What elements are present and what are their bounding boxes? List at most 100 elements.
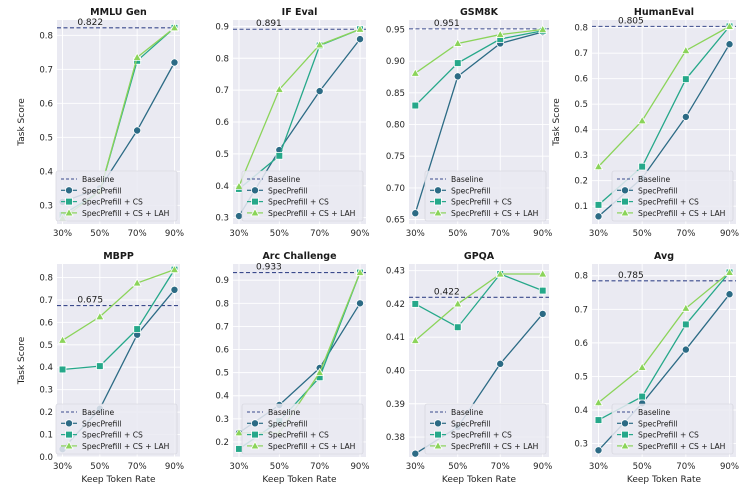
data-point [132, 52, 142, 61]
y-tick-label: 0.7 [215, 86, 229, 96]
x-tick-label: 50% [633, 462, 652, 472]
x-tick-label: 30% [53, 462, 72, 472]
legend-box [241, 403, 364, 455]
legend-box [241, 170, 364, 222]
legend-entry-label: SpecPrefill + CS + LAH [451, 442, 538, 451]
legend-swatch-marker [433, 207, 443, 217]
y-tick-label: 0.4 [574, 126, 588, 136]
data-point [234, 181, 244, 190]
data-point [538, 309, 547, 318]
y-tick-label: 0.6 [215, 346, 229, 356]
legend-box [424, 403, 547, 455]
legend-swatch-marker [621, 197, 629, 206]
y-tick-label: 0.8 [574, 24, 588, 34]
x-tick-label: 30% [589, 462, 608, 472]
legend-swatch-marker [621, 186, 630, 195]
legend-swatch-marker [433, 440, 443, 450]
data-point [453, 323, 462, 332]
data-point [594, 446, 603, 455]
data-point [234, 427, 244, 437]
y-tick-label: 0.1 [39, 431, 53, 441]
y-tick-label: 0.6 [215, 118, 229, 128]
legend-swatch-marker [620, 440, 630, 450]
data-point [411, 449, 420, 458]
data-point [638, 392, 646, 401]
x-tick-label: 90% [165, 462, 184, 472]
y-tick-label: 0.6 [39, 99, 53, 109]
legend-entry-label: SpecPrefill + CS [451, 198, 512, 207]
x-tick-label: 50% [270, 229, 289, 239]
x-tick-label: 50% [90, 462, 109, 472]
y-tick-label: 0.5 [39, 133, 53, 143]
y-tick-label: 0.3 [39, 386, 53, 396]
data-point [594, 212, 603, 221]
legend-entry-label: SpecPrefill + CS [82, 431, 143, 440]
legend-swatch-marker [65, 197, 73, 206]
chart-title: GPQA [464, 251, 495, 262]
y-tick-label: 0.3 [215, 214, 229, 224]
panel-if-eval: 0.3 0.4 0.5 0.6 0.7 0.8 0.9 30% 50% 70% 90% IF Eval… [215, 7, 369, 239]
y-tick-label: 0.6 [574, 339, 588, 349]
y-tick-label: 0.3 [215, 415, 229, 425]
x-tick-label: 90% [533, 462, 552, 472]
data-point [356, 35, 365, 44]
y-tick-label: 0.5 [39, 341, 53, 351]
legend-entry-label: SpecPrefill + CS + LAH [268, 442, 355, 451]
baseline-value-label: 0.891 [256, 19, 282, 29]
x-tick-label: 90% [165, 229, 184, 239]
y-tick-label: 0.5 [215, 369, 229, 379]
x-axis-label: Keep Token Rate [262, 475, 337, 485]
legend-entry-label: SpecPrefill + CS [82, 198, 143, 207]
data-point [411, 300, 420, 308]
data-point [169, 22, 180, 32]
data-point [275, 151, 284, 160]
x-tick-label: 90% [720, 462, 739, 472]
x-tick-label: 70% [676, 462, 695, 472]
data-point [355, 267, 365, 276]
legend-entry-label: SpecPrefill + CS [451, 431, 512, 440]
y-tick-label: 0.7 [574, 49, 588, 59]
legend-swatch-marker [251, 430, 259, 439]
y-tick-label: 0.7 [39, 296, 53, 306]
data-point [453, 298, 463, 308]
y-tick-label: 0.75 [386, 152, 405, 162]
y-tick-label: 0.8 [574, 272, 588, 282]
data-point [593, 161, 604, 171]
data-point [682, 320, 690, 329]
x-tick-label: 70% [128, 229, 147, 239]
legend-entry-label: SpecPrefill + CS [268, 431, 329, 440]
series-line-3 [238, 28, 361, 187]
data-point [234, 212, 243, 221]
y-tick-label: 0.4 [39, 363, 53, 373]
x-tick-label: 70% [491, 229, 510, 239]
legend-entry-label: SpecPrefill + CS + LAH [82, 442, 169, 451]
data-point [637, 115, 647, 125]
y-tick-label: 0.8 [39, 31, 53, 41]
data-point [724, 21, 735, 30]
data-point [495, 268, 505, 278]
x-tick-label: 70% [310, 229, 329, 239]
y-tick-label: 0.8 [215, 54, 229, 64]
panel-mbpp: 0.0 0.1 0.2 0.3 0.4 0.5 0.6 0.7 0.8 30% 50% 70% 90% M… [17, 251, 184, 485]
panel-gpqa: 0.38 0.39 0.40 0.41 0.42 0.43 30% 50% 70% 90% GPQA… [386, 251, 552, 485]
y-tick-label: 0.41 [386, 333, 405, 343]
chart-title: HumanEval [634, 7, 694, 18]
legend-swatch-marker [434, 430, 442, 439]
baseline-value-label: 0.805 [618, 16, 644, 26]
data-point [594, 201, 603, 209]
legend-entry-label: Baseline [451, 175, 484, 184]
data-point [57, 335, 68, 344]
data-point [681, 112, 690, 121]
y-tick-label: 0.2 [215, 438, 229, 448]
data-point [453, 59, 462, 67]
y-tick-label: 0.42 [386, 300, 405, 310]
legend: Baseline SpecPrefill SpecPrefill + CS SpecP… [55, 170, 178, 222]
data-point [538, 286, 547, 295]
x-tick-label: 50% [448, 229, 467, 239]
legend-swatch-marker [433, 186, 442, 195]
x-axis-label: Keep Token Rate [442, 475, 517, 485]
legend-entry-label: Baseline [638, 175, 671, 184]
y-tick-label: 0.40 [386, 366, 405, 376]
x-tick-label: 30% [53, 229, 72, 239]
legend-entry-label: Baseline [82, 408, 115, 417]
